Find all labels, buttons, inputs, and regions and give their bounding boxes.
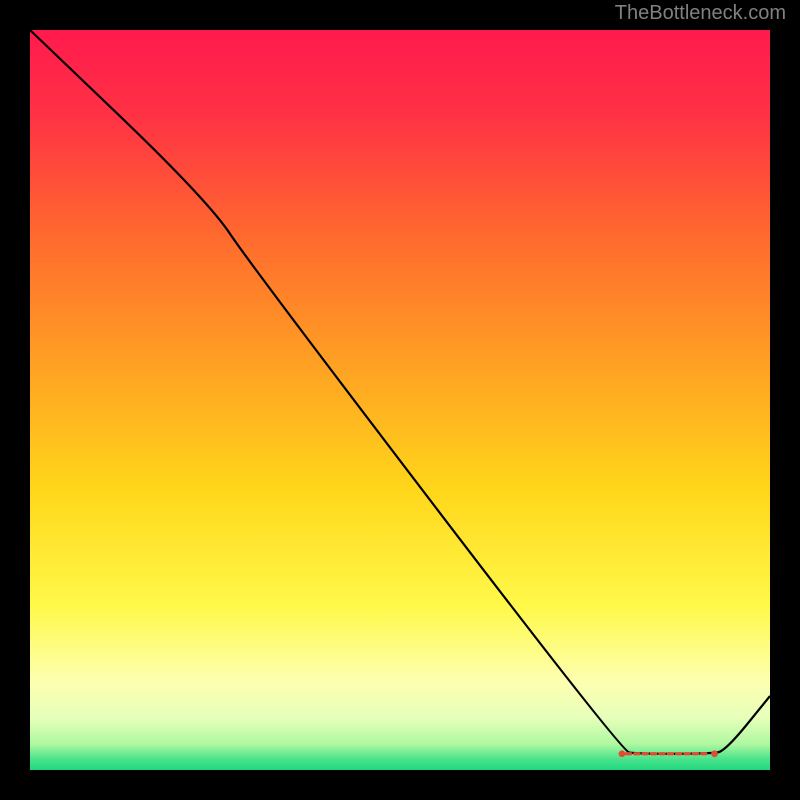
flat-region-marker bbox=[619, 750, 718, 757]
bottleneck-curve-line bbox=[30, 30, 770, 754]
flat-marker-endpoint bbox=[619, 750, 626, 757]
chart-canvas: TheBottleneck.com bbox=[0, 0, 800, 800]
chart-svg bbox=[30, 30, 770, 770]
watermark-text: TheBottleneck.com bbox=[615, 2, 786, 25]
plot-area bbox=[30, 30, 770, 770]
flat-marker-endpoint bbox=[711, 750, 718, 757]
